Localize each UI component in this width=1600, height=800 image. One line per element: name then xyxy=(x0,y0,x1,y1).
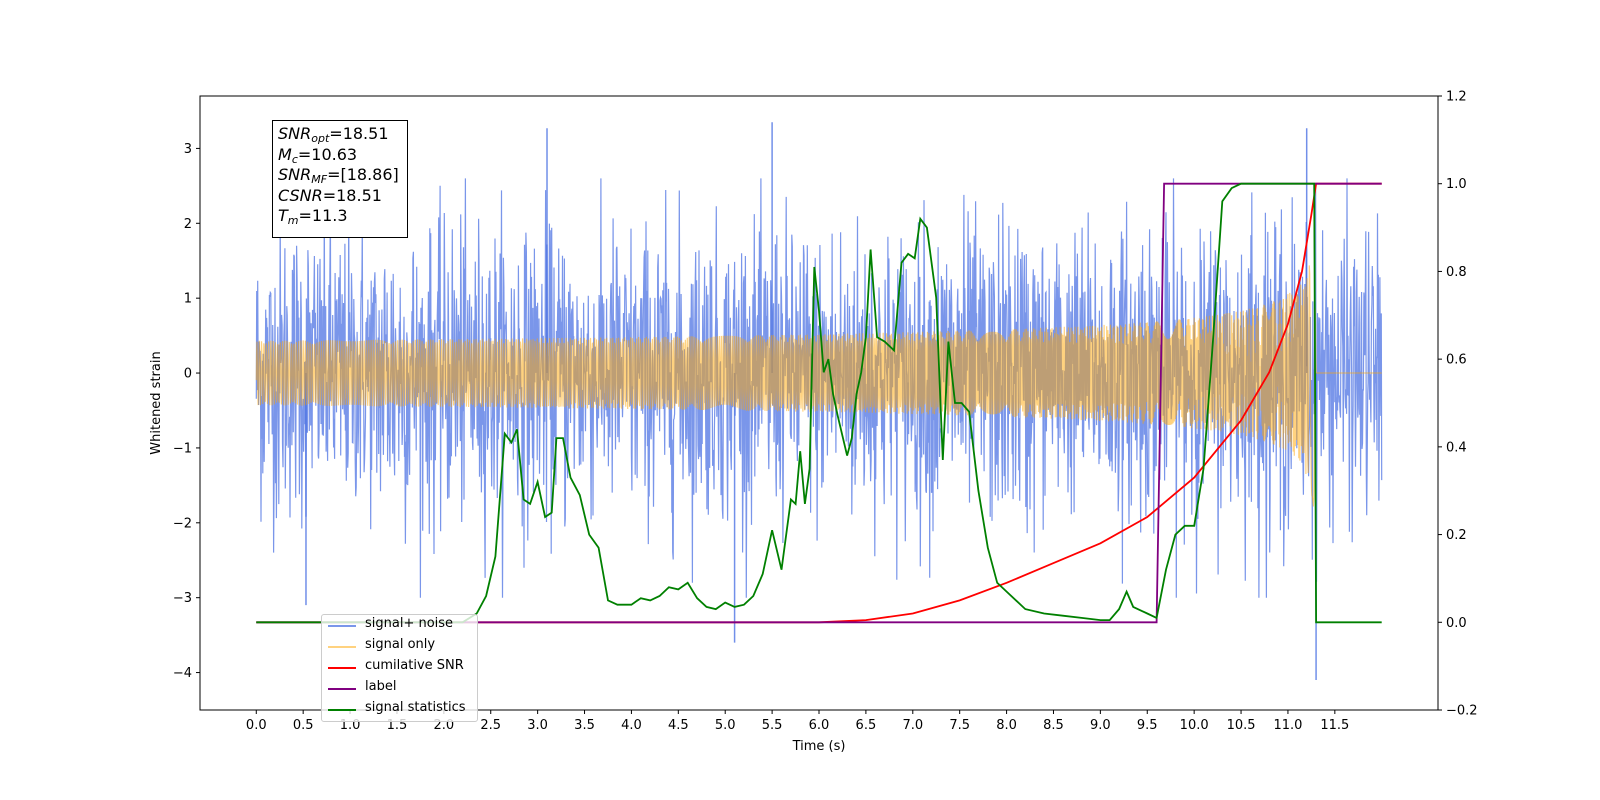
csnr-line: CSNR=18.51 xyxy=(278,185,382,205)
legend-swatch xyxy=(328,688,356,690)
x-tick-label: 9.5 xyxy=(1137,718,1158,733)
csnr-value: =18.51 xyxy=(322,185,382,205)
y-left-tick-label: −1 xyxy=(173,441,192,456)
x-tick-label: 8.0 xyxy=(996,718,1017,733)
plot-layer xyxy=(255,122,1383,681)
legend-label: cumilative SNR xyxy=(365,658,464,673)
tm-line: Tm=11.3 xyxy=(278,206,348,227)
legend-label: signal+ noise xyxy=(365,616,454,631)
y-axis-label: Whitened strain xyxy=(149,351,164,454)
x-axis-label: Time (s) xyxy=(792,739,846,754)
y-right-tick-label: 0.6 xyxy=(1446,353,1467,368)
legend-item-signal-statistics: signal statistics xyxy=(322,700,477,720)
y-left-tick-label: 3 xyxy=(184,142,192,157)
y-left-tick-label: −2 xyxy=(173,516,192,531)
y-right-tick-label: 1.2 xyxy=(1446,90,1467,105)
x-tick-label: 7.5 xyxy=(949,718,970,733)
legend-swatch xyxy=(328,646,356,648)
legend: signal+ noise signal only cumilative SNR… xyxy=(321,614,478,722)
legend-swatch xyxy=(328,667,356,669)
x-tick-label: 3.5 xyxy=(574,718,595,733)
legend-item-label: label xyxy=(322,679,477,699)
y-left-tick-label: −3 xyxy=(173,591,192,606)
y-right-tick-label: 0.4 xyxy=(1446,440,1467,455)
x-axis-ticks: 0.0 0.5 1.0 1.5 2.0 2.5 3.0 3.5 4.0 4.5 5.0 5.5 6.0 6… xyxy=(246,710,1349,733)
legend-item-cumilative-snr: cumilative SNR xyxy=(322,658,477,678)
y-left-tick-label: 2 xyxy=(184,217,192,232)
legend-item-signal-only: signal only xyxy=(322,637,477,657)
mc-line: Mc=10.63 xyxy=(278,144,358,166)
legend-label: label xyxy=(365,679,397,694)
x-tick-label: 0.0 xyxy=(246,718,267,733)
snr-opt-line: SNRopt=18.51 xyxy=(278,124,389,145)
legend-item-signal-noise: signal+ noise xyxy=(322,616,477,636)
x-tick-label: 10.0 xyxy=(1180,718,1209,733)
tm-value: =11.3 xyxy=(298,206,348,225)
y-left-tick-label: 1 xyxy=(184,292,192,307)
x-tick-label: 7.0 xyxy=(902,718,923,733)
x-tick-label: 11.5 xyxy=(1320,718,1349,733)
snr-mf-value: =[18.86] xyxy=(327,165,399,184)
y-axis-left-ticks: −4 −3 −2 −1 0 1 2 3 xyxy=(173,142,200,681)
snr-mf-line: SNRMF=[18.86] xyxy=(278,165,399,186)
y-left-tick-label: −4 xyxy=(173,666,192,681)
y-axis-right-ticks: −0.2 0.0 0.2 0.4 0.6 0.8 1.0 1.2 xyxy=(1438,90,1478,719)
mc-value: =10.63 xyxy=(297,144,358,164)
y-right-tick-label: 0.2 xyxy=(1446,528,1467,543)
x-tick-label: 0.5 xyxy=(293,718,314,733)
y-right-tick-label: 0.0 xyxy=(1446,616,1467,631)
series-signal-statistics xyxy=(256,182,1382,624)
series-cumilative-snr xyxy=(256,182,1382,624)
x-tick-label: 5.0 xyxy=(715,718,736,733)
snr-info-box: SNRopt=18.51 Mc=10.63 SNRMF=[18.86] CSNR… xyxy=(272,120,408,238)
legend-swatch xyxy=(328,625,356,627)
x-tick-label: 3.0 xyxy=(527,718,548,733)
series-signal-only xyxy=(255,265,1382,507)
x-tick-label: 8.5 xyxy=(1043,718,1064,733)
x-tick-label: 6.0 xyxy=(809,718,830,733)
y-right-tick-label: 0.8 xyxy=(1446,265,1467,280)
legend-swatch xyxy=(328,709,356,711)
legend-label: signal statistics xyxy=(365,700,466,715)
y-right-tick-label: 1.0 xyxy=(1446,177,1467,192)
legend-label: signal only xyxy=(365,637,436,652)
x-tick-label: 5.5 xyxy=(762,718,783,733)
y-right-tick-label: −0.2 xyxy=(1446,704,1478,719)
x-tick-label: 2.5 xyxy=(480,718,501,733)
x-tick-label: 10.5 xyxy=(1227,718,1256,733)
x-tick-label: 6.5 xyxy=(856,718,877,733)
y-left-tick-label: 0 xyxy=(184,367,192,382)
x-tick-label: 4.5 xyxy=(668,718,689,733)
snr-opt-value: =18.51 xyxy=(329,124,389,143)
x-tick-label: 9.0 xyxy=(1090,718,1111,733)
x-tick-label: 4.0 xyxy=(621,718,642,733)
x-tick-label: 11.0 xyxy=(1273,718,1302,733)
series-label xyxy=(256,182,1382,624)
